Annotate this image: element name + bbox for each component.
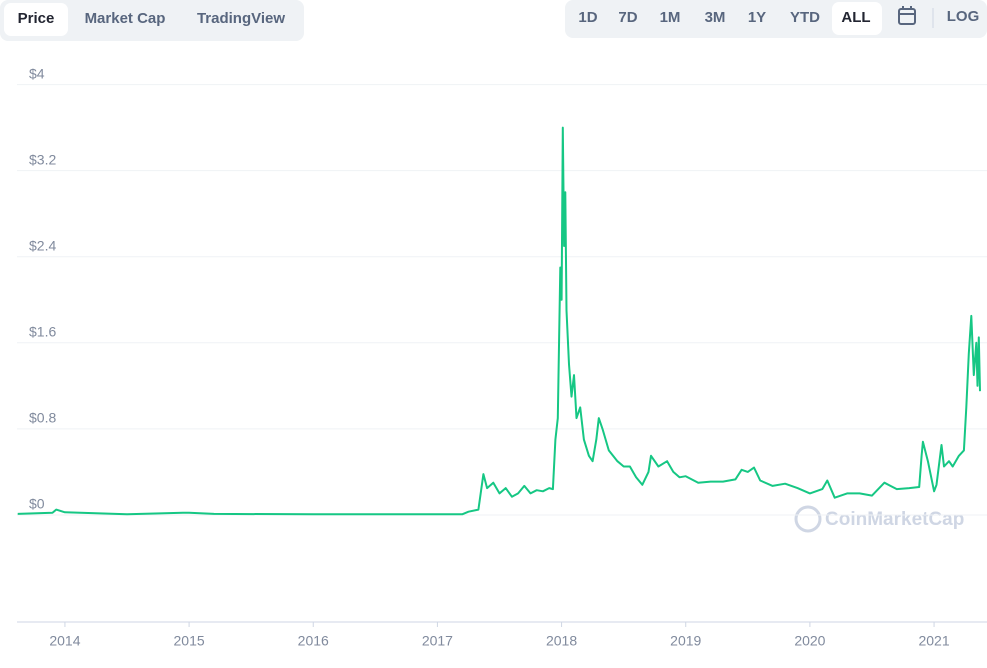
y-tick-label: $2.4 [29, 237, 56, 253]
x-tick-label: 2015 [174, 633, 205, 649]
tab-bar [0, 0, 304, 41]
y-tick-label: $1.6 [29, 324, 56, 340]
range-button[interactable]: 3M [705, 9, 726, 26]
x-tick-label: 2014 [49, 633, 80, 649]
range-button[interactable]: 1M [660, 9, 681, 26]
x-tick-label: 2019 [670, 633, 701, 649]
x-tick-label: 2021 [918, 633, 949, 649]
watermark-logo [794, 505, 822, 533]
range-button[interactable]: 1Y [748, 9, 766, 26]
active-tab-bg [4, 3, 68, 36]
price-line [17, 126, 981, 516]
y-tick-label: $4 [29, 65, 45, 81]
tab[interactable]: Price [18, 10, 55, 27]
active-range-bg [832, 2, 882, 35]
x-tick-label: 2017 [422, 633, 453, 649]
y-tick-label: $0.8 [29, 410, 56, 426]
y-tick-label: $3.2 [29, 151, 56, 167]
x-tick-label: 2020 [794, 633, 825, 649]
log-toggle[interactable]: LOG [947, 8, 980, 25]
range-group: 1D 7D 1M 3M 1Y YTD ALL [578, 9, 870, 26]
range-button[interactable]: 7D [618, 9, 637, 26]
y-tick-label: $0 [29, 496, 45, 512]
watermark: CoinMarketCap [825, 509, 964, 530]
calendar-icon[interactable] [898, 6, 916, 25]
x-tick-label: 2016 [298, 633, 329, 649]
tab[interactable]: TradingView [197, 10, 285, 27]
tab[interactable]: Market Cap [85, 10, 166, 27]
range-button[interactable]: 1D [578, 9, 597, 26]
x-tick-label: 2018 [546, 633, 577, 649]
range-button[interactable]: ALL [841, 9, 870, 26]
range-button[interactable]: YTD [790, 9, 820, 26]
